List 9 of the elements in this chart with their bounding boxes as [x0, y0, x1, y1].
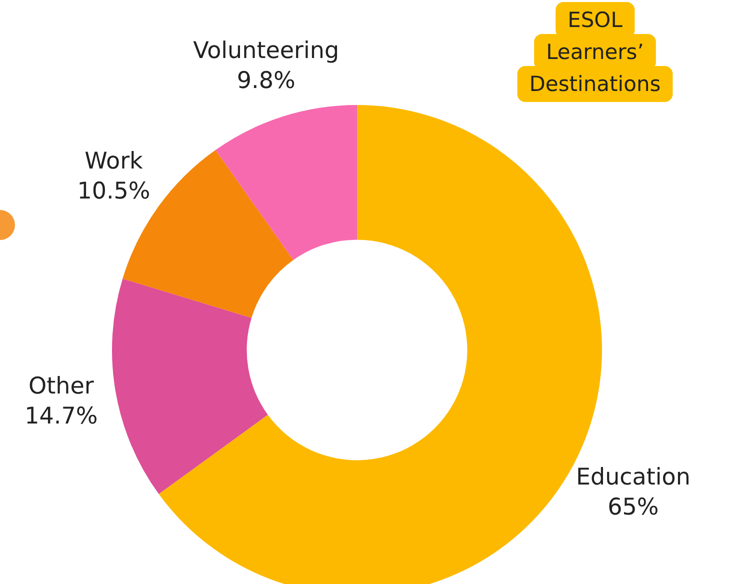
slice-label: Other [28, 374, 94, 400]
data-label: 14.7% [24, 404, 98, 430]
data-label: 65% [608, 494, 659, 521]
slice-label: Volunteering [193, 38, 340, 64]
slice-label: Work [84, 148, 144, 174]
data-label: 10.5% [77, 178, 150, 204]
data-label: 9.8% [236, 68, 296, 94]
slice-label: Education [576, 464, 690, 491]
chart-title: ESOL Learners’ Destinations [529, 8, 661, 96]
